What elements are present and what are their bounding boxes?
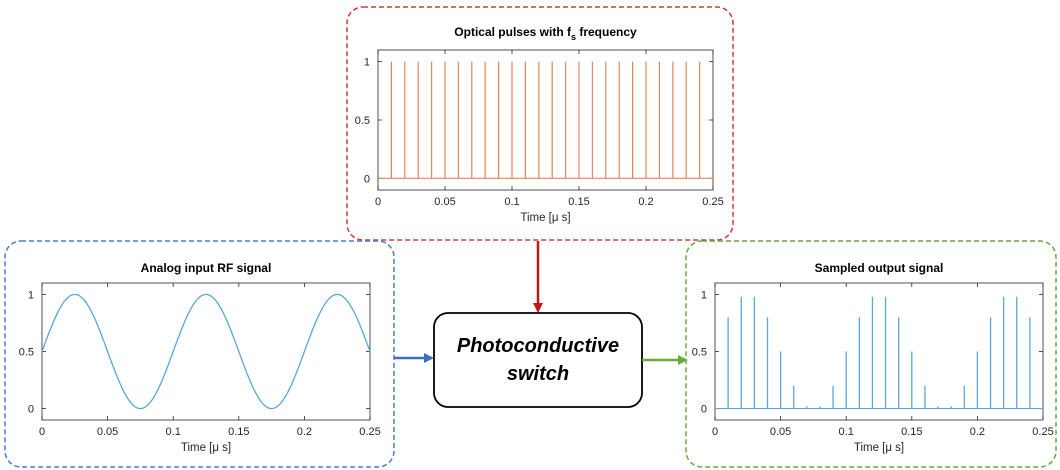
output-ytick-label: 0	[701, 404, 707, 416]
output-ytick-label: 1	[701, 289, 707, 301]
input-signal-chart: Analog input RF signal 0 0.05 0.1 0.15 0.2 0.2…	[19, 261, 381, 454]
optical-ytick-label: 1	[364, 57, 370, 69]
output-title: Sampled output signal	[815, 261, 944, 275]
output-ytick-label: 0.5	[692, 347, 707, 359]
input-xtick-label: 0	[39, 426, 45, 438]
optical-xtick-label: 0.15	[568, 196, 589, 208]
input-sine-line	[41, 293, 371, 410]
input-ytick-label: 1	[28, 289, 34, 301]
output-plot-area	[714, 282, 1044, 421]
optical-pulses-frame	[346, 6, 734, 241]
output-xtick-label: 0.15	[901, 426, 922, 438]
input-xtick-label: 0.15	[228, 426, 249, 438]
output-signal-chart: Sampled output signal 0 0.05 0.1 0.15 0.2 0.25…	[692, 261, 1054, 454]
optical-ytick-label: 0	[364, 173, 370, 185]
output-xlabel: Time [μ s]	[854, 442, 904, 454]
input-xtick-label: 0.05	[97, 426, 118, 438]
input-xlabel: Time [μ s]	[181, 442, 231, 454]
optical-xlabel: Time [μ s]	[520, 212, 570, 224]
input-ytick-label: 0	[28, 404, 34, 416]
input-xtick-label: 0.25	[359, 426, 380, 438]
output-xtick-label: 0	[712, 426, 718, 438]
output-signal-frame	[685, 240, 1057, 468]
optical-ytick-label: 0.5	[355, 115, 370, 127]
optical-xtick-label: 0.05	[434, 196, 455, 208]
optical-xtick-label: 0	[375, 196, 381, 208]
optical-xtick-label: 0.2	[638, 196, 653, 208]
input-title: Analog input RF signal	[141, 261, 272, 275]
switch-label-line1: Photoconductive	[457, 335, 619, 357]
input-signal-frame	[4, 240, 395, 468]
switch-label-line2: switch	[507, 363, 569, 385]
input-xtick-label: 0.1	[166, 426, 181, 438]
input-xtick-label: 0.2	[297, 426, 312, 438]
output-xtick-label: 0.25	[1032, 426, 1053, 438]
output-xtick-label: 0.1	[839, 426, 854, 438]
optical-xtick-label: 0.25	[702, 196, 723, 208]
optical-pulses-chart: Optical pulses with fs frequency 0 0.05 0.1…	[355, 25, 724, 224]
optical-xtick-label: 0.1	[504, 196, 519, 208]
input-ytick-label: 0.5	[19, 347, 34, 359]
optical-title: Optical pulses with fs frequency	[454, 25, 637, 42]
output-xtick-label: 0.05	[770, 426, 791, 438]
optical-plot-area	[377, 49, 714, 191]
photoconductive-switch-box	[433, 312, 643, 408]
output-xtick-label: 0.2	[970, 426, 985, 438]
input-plot-area	[41, 282, 371, 421]
